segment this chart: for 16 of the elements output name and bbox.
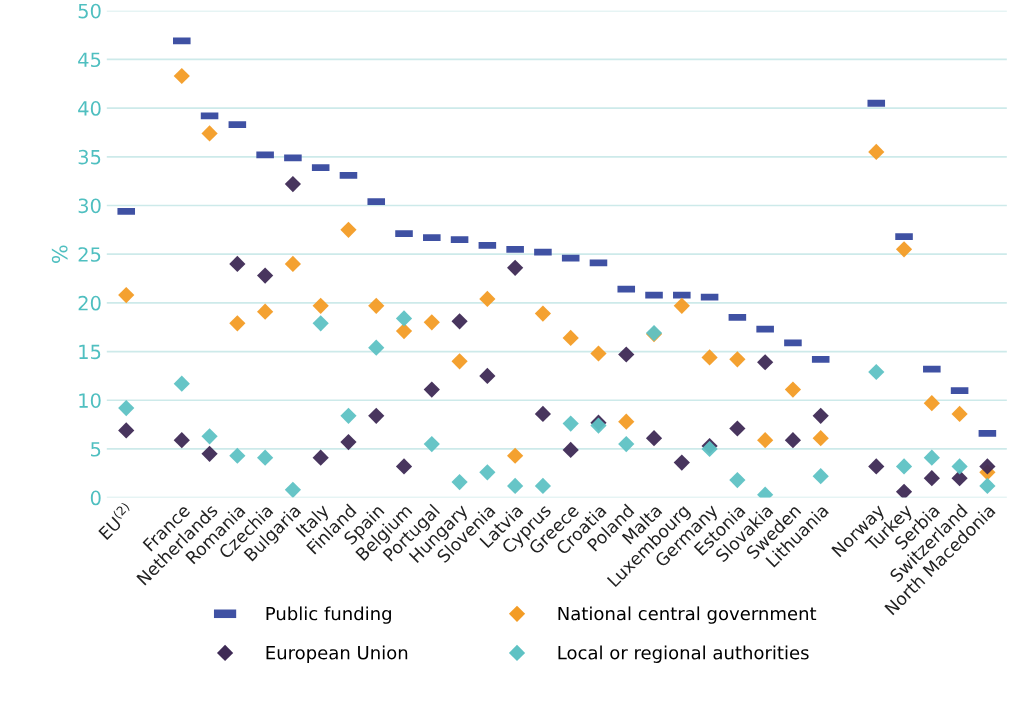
y-tick-label: 45 (78, 52, 101, 68)
y-tick-label: 0 (90, 490, 101, 506)
y-axis-title: % (51, 245, 68, 263)
legend-label: Public funding (266, 606, 391, 624)
y-tick-label: 25 (78, 247, 101, 262)
y-tick-label: 5 (91, 442, 101, 457)
y-tick-label: 40 (78, 101, 101, 116)
y-tick-label: 20 (78, 295, 101, 311)
y-tick-label: 15 (79, 344, 101, 360)
y-tick-label: 50 (78, 3, 101, 19)
legend-label: European Union (266, 645, 408, 663)
legend-label: Local or regional authorities (558, 645, 809, 663)
y-tick-label: 10 (79, 393, 101, 408)
legend-label: National central government (558, 606, 817, 624)
y-tick-label: 35 (78, 149, 101, 165)
y-tick-label: 30 (78, 198, 101, 214)
